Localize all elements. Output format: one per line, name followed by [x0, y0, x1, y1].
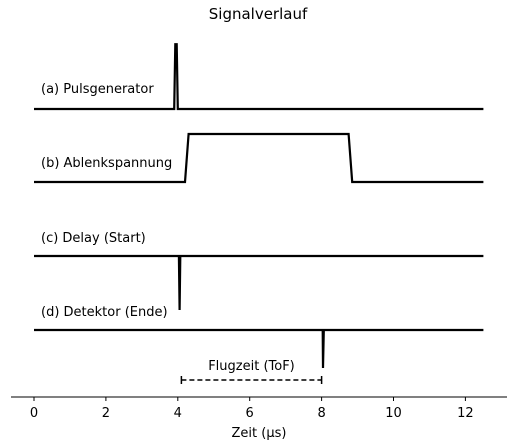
- trace-label-c: (c) Delay (Start): [41, 231, 146, 246]
- trace-b: [34, 132, 484, 184]
- tof-annotation: Flugzeit (ToF): [180, 359, 323, 384]
- x-axis-label: Zeit (µs): [232, 426, 287, 441]
- trace-labels: (a) Pulsgenerator (b) Ablenkspannung (c) D…: [41, 82, 172, 320]
- trace-label-b: (b) Ablenkspannung: [41, 156, 172, 171]
- x-tick-label: 4: [174, 406, 182, 421]
- signal-traces: [34, 43, 484, 369]
- x-tick-label: 10: [385, 406, 402, 421]
- trace-a: [34, 43, 484, 111]
- trace-label-a: (a) Pulsgenerator: [41, 82, 154, 97]
- x-axis: 0 2 4 6 8 10 12: [11, 396, 507, 421]
- x-tick-label: 6: [246, 406, 254, 421]
- trace-label-d: (d) Detektor (Ende): [41, 305, 168, 320]
- trace-d: [34, 328, 484, 369]
- tof-label: Flugzeit (ToF): [208, 359, 295, 374]
- x-tick-label: 8: [317, 406, 325, 421]
- x-tick-label: 2: [102, 406, 110, 421]
- x-tick-label: 12: [457, 406, 474, 421]
- trace-c: [34, 254, 484, 311]
- x-tick-label: 0: [30, 406, 38, 421]
- chart-title: Signalverlauf: [209, 5, 308, 23]
